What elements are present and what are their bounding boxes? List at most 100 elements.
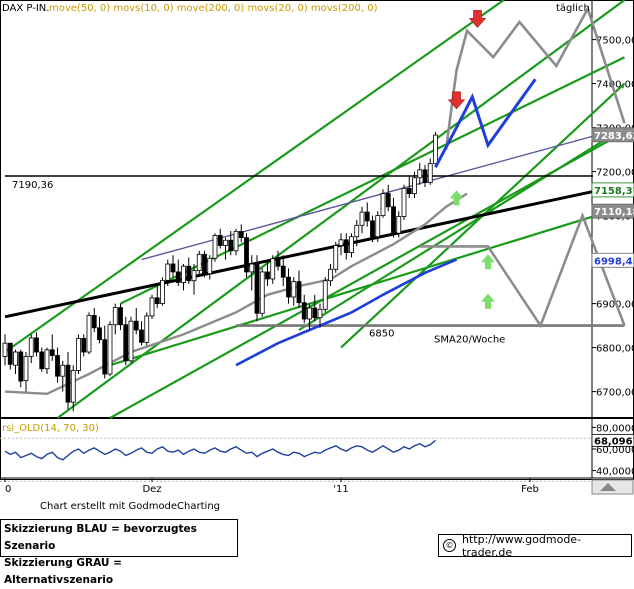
candle-body	[23, 355, 29, 381]
rsi-current-label: 68,0967	[594, 436, 634, 447]
copyright-url[interactable]: http://www.godmode-trader.de	[462, 532, 582, 559]
candle-body	[244, 237, 249, 273]
y-tick-label: 6800,00	[596, 344, 634, 355]
candle-body	[49, 349, 55, 356]
candle-body	[396, 216, 402, 234]
red-down-arrow	[447, 91, 466, 110]
candle-body	[422, 169, 428, 183]
rsi-tick-label: 40,0000	[596, 467, 634, 478]
candle-body	[328, 268, 333, 282]
y-tick-label: 7200,00	[596, 168, 634, 179]
candle-body	[349, 236, 354, 253]
candle-body	[417, 169, 423, 179]
x-tick-label: 0	[5, 484, 11, 495]
candle-body	[18, 351, 24, 382]
candle-body	[175, 271, 181, 283]
candle-body	[13, 351, 18, 366]
candle-body	[223, 239, 228, 246]
candle-body	[338, 239, 344, 246]
scenario-legend: Skizzierung BLAU = bevorzugtes Szenario …	[0, 519, 238, 586]
candle-body	[39, 351, 45, 370]
price-tag-label: 7110,18	[594, 207, 634, 218]
candle-body	[139, 329, 144, 343]
candle-body	[123, 324, 129, 362]
candle-body	[228, 239, 234, 252]
rsi-line	[4, 439, 436, 461]
y-tick-label: 7500,00	[596, 36, 634, 47]
candle-body	[91, 315, 97, 329]
candle-body	[60, 364, 66, 377]
candle-body	[154, 297, 160, 305]
candle-body	[76, 337, 81, 371]
candle-body	[301, 302, 307, 320]
label-6850: 6850	[369, 329, 394, 340]
scroll-icon	[600, 483, 616, 491]
trend-channel-line	[56, 0, 626, 419]
rsi-tick-label: 80,0000	[596, 423, 634, 434]
y-tick-label: 7400,00	[596, 80, 634, 91]
candle-body	[70, 370, 76, 403]
chart-indicators: move(50, 0) movs(10, 0) move(200, 0) mov…	[49, 3, 378, 14]
candle-body	[259, 271, 265, 314]
candle-body	[196, 253, 202, 272]
candle-body	[207, 257, 213, 275]
candle-body	[55, 355, 60, 377]
candle-body	[107, 324, 113, 375]
candle-body	[233, 231, 239, 252]
sma-blue-line	[235, 258, 458, 367]
rsi-tick-label: 60,0000	[596, 445, 634, 456]
candle-body	[375, 215, 381, 238]
sma-grey-line	[4, 192, 468, 396]
candle-body	[385, 193, 391, 208]
copyright-icon: ©	[443, 539, 456, 552]
candle-body	[343, 239, 349, 253]
grey-scenario-up	[444, 5, 626, 150]
candle-body	[118, 307, 123, 326]
candle-body	[280, 265, 286, 278]
candle-body	[44, 349, 50, 370]
trend-channel-line	[109, 205, 625, 367]
price-tag-label: 7158,37	[594, 186, 634, 197]
x-tick-label: '11	[333, 484, 348, 495]
candle-body	[296, 281, 302, 304]
candle-body	[144, 315, 150, 343]
candle-body	[270, 258, 276, 280]
trend-channel-line	[120, 56, 625, 305]
y-tick-label: 6900,00	[596, 300, 634, 311]
candle-body	[307, 307, 312, 320]
candle-body	[391, 206, 396, 234]
candle-body	[160, 279, 165, 304]
price-tag-label: 7283,62	[594, 131, 634, 142]
candle-body	[249, 263, 255, 273]
candle-body	[34, 337, 39, 353]
chart-symbol: DAX P-IN.	[2, 3, 49, 14]
label-sma20-woche: SMA20/Woche	[434, 335, 505, 346]
candle-body	[412, 177, 417, 194]
blue-scenario-line	[434, 78, 537, 168]
grey-scenario-down	[419, 211, 626, 329]
red-down-arrow	[468, 10, 487, 28]
candle-body	[212, 234, 218, 259]
green-up-arrow	[449, 190, 464, 206]
candle-body	[186, 265, 192, 282]
candle-body	[322, 280, 328, 310]
candle-body	[312, 307, 318, 319]
chart-credit: Chart erstellt mit GodmodeCharting	[40, 501, 220, 512]
candle-body	[28, 337, 34, 357]
price-tag	[591, 203, 634, 219]
green-up-arrow	[481, 254, 495, 270]
candle-body	[427, 163, 433, 183]
candle-body	[191, 270, 197, 282]
candle-body	[81, 337, 87, 353]
candle-body	[97, 327, 102, 341]
candle-body	[238, 231, 244, 239]
candle-body	[65, 364, 71, 403]
candle-body	[86, 315, 92, 353]
candle-body	[217, 234, 223, 246]
x-tick-label: Feb	[521, 484, 539, 495]
candle-body	[275, 258, 281, 267]
copyright-link[interactable]: © http://www.godmode-trader.de	[438, 532, 632, 559]
candle-body	[102, 339, 108, 375]
candle-body	[433, 134, 438, 165]
dax-chart: 6700,006800,006900,007000,007100,007200,…	[0, 0, 634, 495]
